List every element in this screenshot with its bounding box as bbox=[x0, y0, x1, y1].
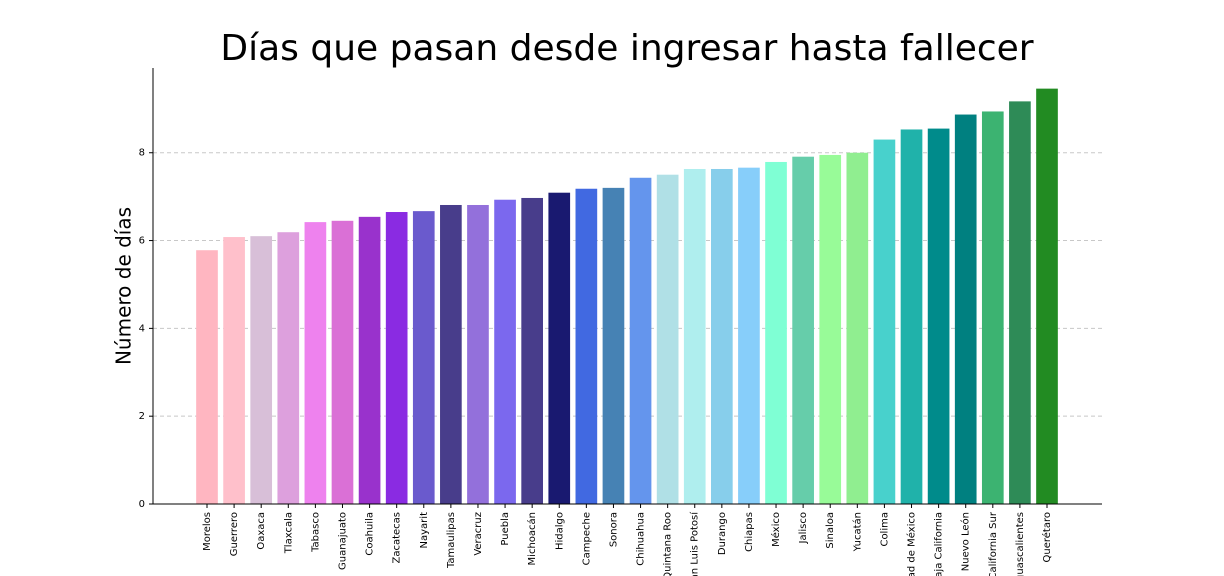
bar bbox=[954, 114, 977, 504]
x-tick-label: Querétaro bbox=[1041, 512, 1053, 562]
bar bbox=[223, 237, 245, 504]
bar bbox=[548, 192, 571, 504]
bar bbox=[385, 212, 408, 504]
x-tick-label: Puebla bbox=[500, 512, 511, 546]
bar bbox=[629, 177, 652, 504]
bar bbox=[873, 139, 896, 505]
y-tick-label: 4 bbox=[139, 323, 145, 334]
bar bbox=[927, 128, 950, 504]
bar bbox=[683, 168, 706, 504]
bar bbox=[196, 250, 218, 504]
x-tick-label: Durango bbox=[717, 512, 728, 555]
x-tick-label: México bbox=[770, 512, 782, 547]
x-tick-label: Hidalgo bbox=[554, 512, 565, 550]
bar bbox=[277, 232, 300, 504]
x-tick-label: Guerrero bbox=[229, 512, 240, 556]
bar bbox=[358, 216, 381, 504]
bar bbox=[250, 236, 273, 504]
bar bbox=[656, 174, 679, 504]
bar bbox=[412, 211, 435, 504]
bar bbox=[765, 161, 787, 504]
x-tick-label: Campeche bbox=[581, 512, 592, 565]
bar bbox=[440, 204, 462, 504]
x-tick-label: Tlaxcala bbox=[283, 512, 294, 554]
x-tick-label: Zacatecas bbox=[392, 512, 403, 564]
bar bbox=[819, 154, 842, 504]
x-tick-label: San Luis Potosí bbox=[689, 511, 701, 576]
x-tick-label: Chihuahua bbox=[636, 512, 647, 566]
y-tick-label: 6 bbox=[139, 236, 145, 247]
bar bbox=[575, 188, 598, 504]
bar bbox=[846, 152, 869, 504]
bar bbox=[602, 187, 625, 504]
y-tick-label: 8 bbox=[139, 148, 145, 159]
x-tick-label: Oaxaca bbox=[256, 512, 267, 550]
y-tick-label: 0 bbox=[139, 499, 145, 510]
x-tick-label: Coahuila bbox=[365, 512, 376, 556]
x-tick-label: Michoacán bbox=[526, 512, 538, 565]
x-tick-label: Quintana Roo bbox=[663, 512, 674, 576]
x-tick-label: Aguascalientes bbox=[1015, 512, 1026, 576]
y-axis-label: Número de días bbox=[112, 207, 136, 365]
bar bbox=[792, 156, 814, 504]
x-tick-label: Baja California bbox=[934, 512, 945, 576]
bar bbox=[711, 168, 733, 504]
bar bbox=[467, 204, 489, 504]
x-tick-label: Veracruz bbox=[473, 512, 484, 556]
x-tick-label: Nayarit bbox=[419, 512, 430, 549]
x-tick-label: Nuevo León bbox=[960, 512, 972, 571]
x-tick-label: Guanajuato bbox=[337, 512, 348, 570]
bar bbox=[900, 129, 923, 505]
bar bbox=[494, 199, 516, 505]
x-tick-label: Ciudad de México bbox=[906, 512, 918, 576]
bar bbox=[738, 167, 760, 505]
x-tick-label: Colima bbox=[879, 512, 890, 547]
bar bbox=[521, 197, 543, 504]
bar bbox=[1009, 101, 1031, 504]
x-tick-label: Chiapas bbox=[744, 512, 755, 552]
x-tick-label: Sinaloa bbox=[825, 512, 836, 549]
bar bbox=[981, 111, 1004, 505]
y-tick-label: 2 bbox=[139, 411, 145, 422]
chart-title: Días que pasan desde ingresar hasta fall… bbox=[220, 28, 1033, 69]
x-tick-label: Baja California Sur bbox=[988, 511, 999, 576]
x-tick-label: Morelos bbox=[202, 512, 213, 551]
x-tick-label: Tabasco bbox=[310, 512, 321, 553]
bar bbox=[1036, 88, 1058, 505]
x-tick-label: Sonora bbox=[608, 512, 619, 547]
x-tick-label: Jalisco bbox=[798, 512, 809, 544]
bar bbox=[304, 222, 327, 504]
x-tick-label: Yucatán bbox=[851, 512, 863, 552]
bar bbox=[331, 220, 354, 504]
x-tick-label: Tamaulipas bbox=[446, 512, 457, 569]
